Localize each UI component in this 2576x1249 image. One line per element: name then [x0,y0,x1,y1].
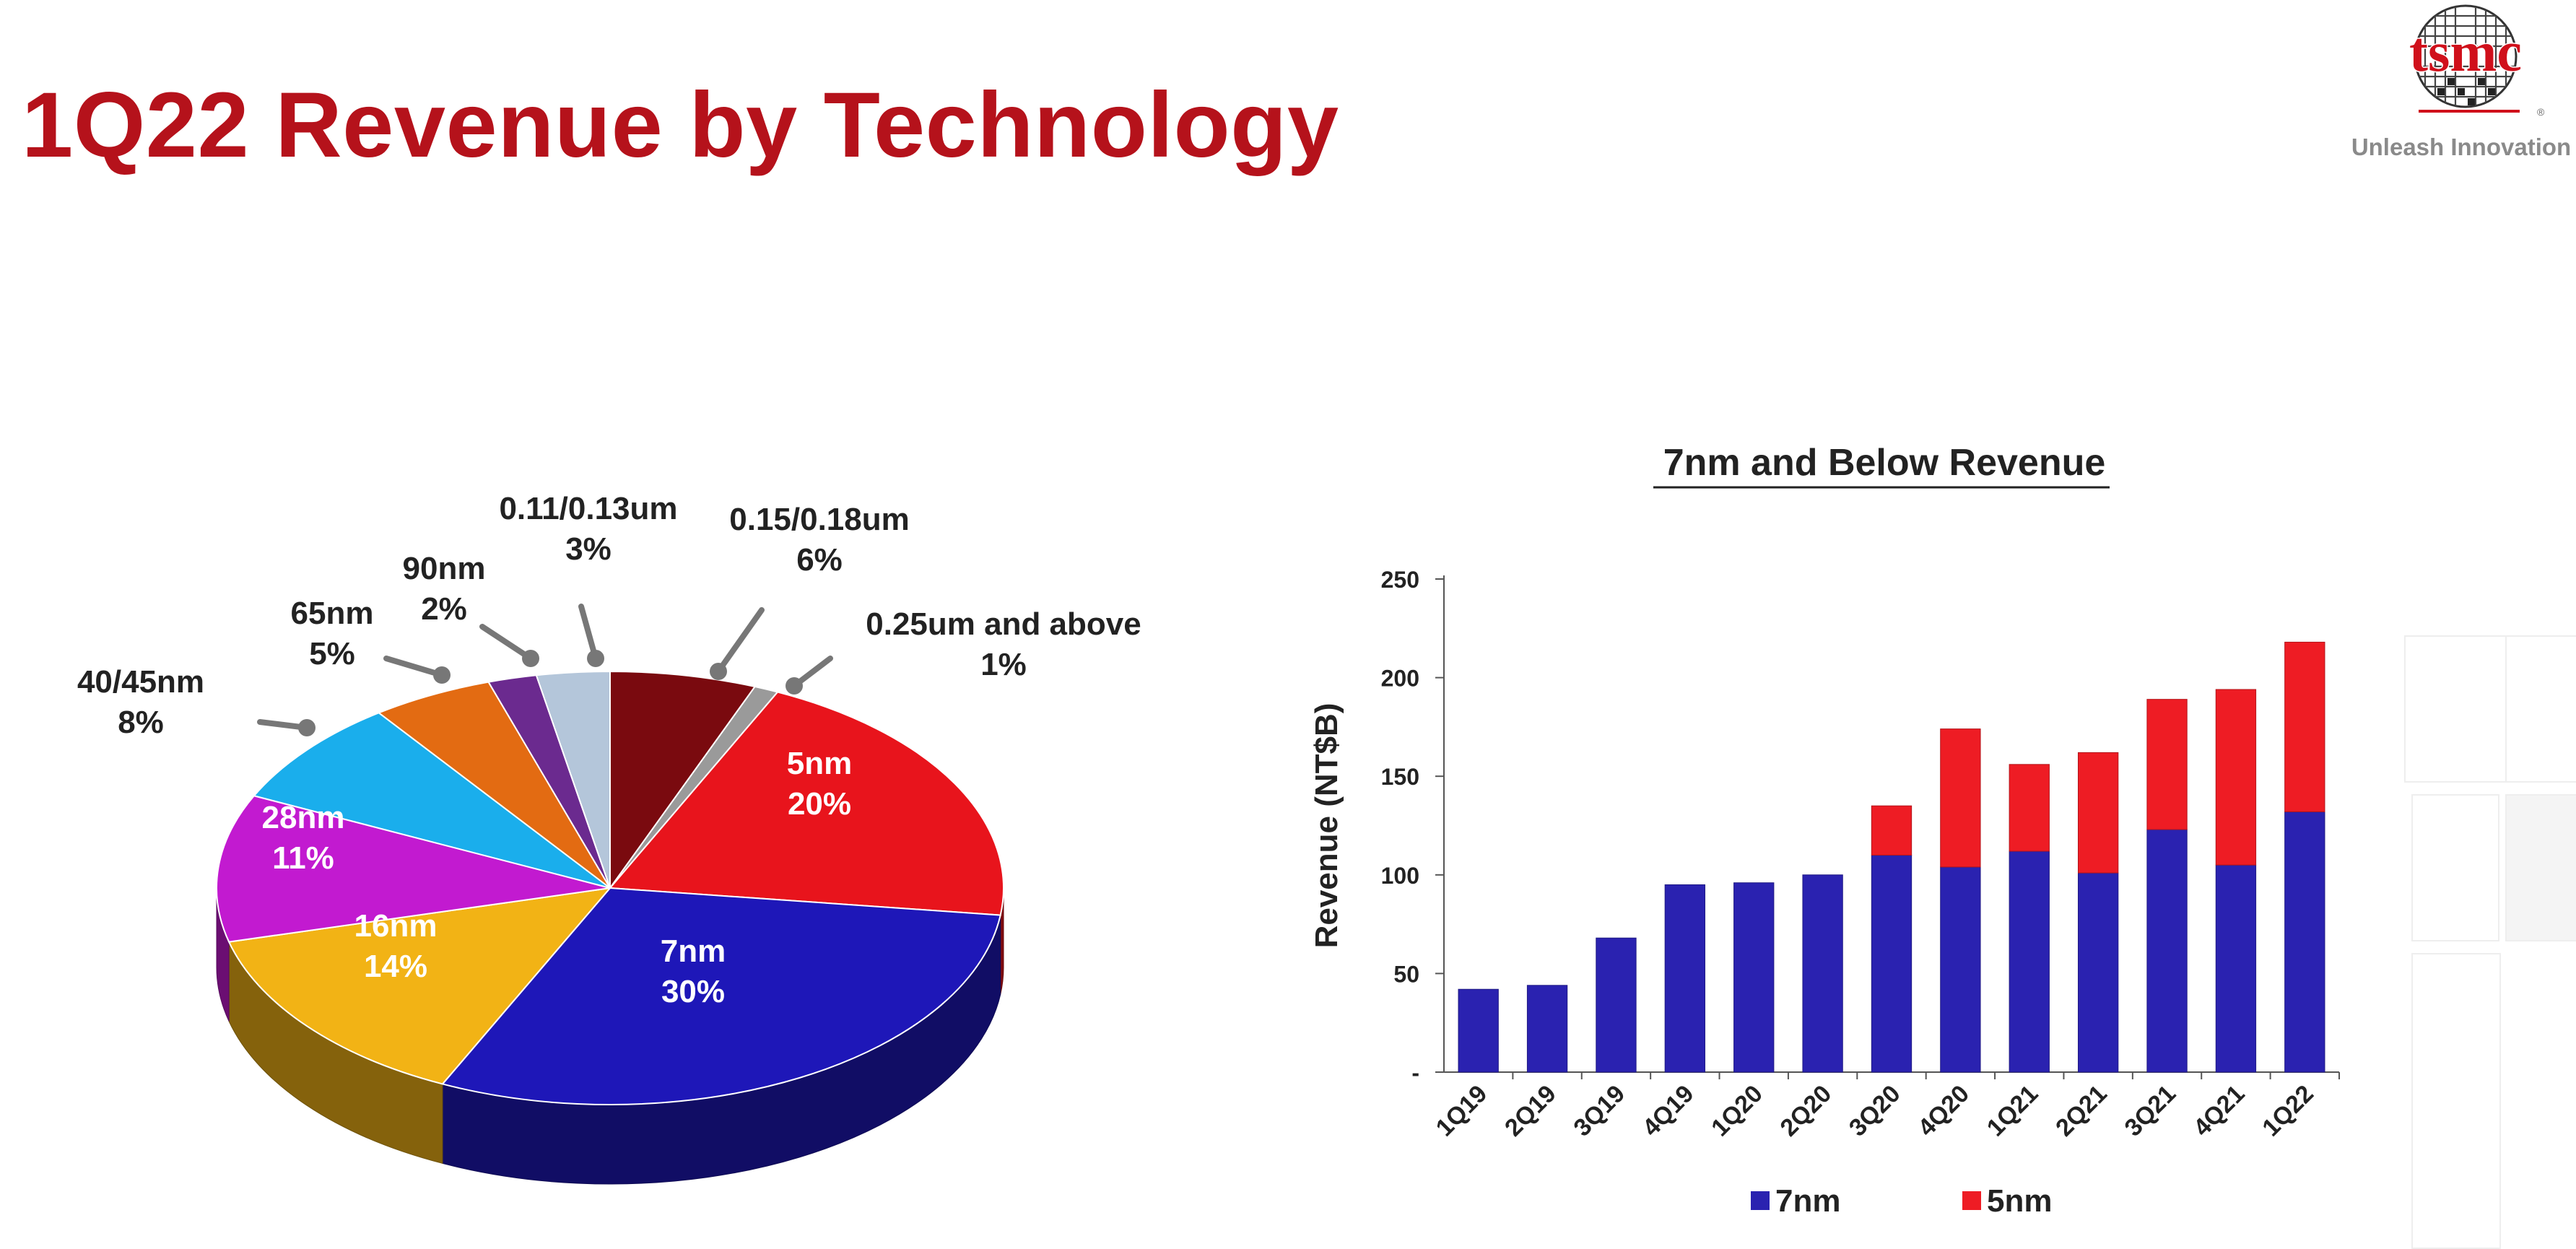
pie-leader-dot [298,719,316,736]
x-tick-label: 3Q20 [1844,1080,1906,1142]
pie-slice-label: 7nm [661,934,726,969]
pie-slice-value: 20% [788,786,851,822]
tsmc-logo-text: tsmc [2409,20,2522,83]
bar-segment-5nm [1871,805,1913,856]
background-tile [2404,635,2515,783]
background-tile [2505,794,2576,941]
pie-slice-value: 3% [565,531,612,567]
pie-slice-label: 0.15/0.18um [729,502,910,537]
pie-slice [216,795,611,943]
pie-labels: 5nm 20% 7nm 30% 16nm 14% 28nm 11% 40/45nm 8% 65nm 5… [77,491,1141,1009]
y-tick-label: 150 [1381,764,1419,790]
bar-segment-7nm [2077,872,2119,1073]
bar-segment-7nm [1802,874,1843,1073]
pie-slice-label: 0.25um and above [866,606,1141,642]
y-tick-label: 200 [1381,666,1419,692]
x-tick-label: 1Q21 [1982,1080,2044,1142]
pie-leader-dot [433,666,451,684]
background-tile [2411,794,2499,941]
legend-swatch-7nm [1751,1191,1770,1210]
bar-segment-7nm [1940,866,1981,1073]
y-tick-label: 50 [1393,961,1419,987]
y-axis-label: Revenue (NT$B) [1309,703,1344,949]
bar-segment-7nm [1526,985,1568,1073]
bar-segment-5nm [2284,641,2325,812]
pie-leader-dot [710,663,727,680]
x-tick-label: 1Q22 [2257,1080,2319,1142]
pie-slice [608,691,1004,916]
bar-segment-7nm [1733,882,1775,1073]
pie-slice-value: 5% [309,636,355,671]
tsmc-logo: tsmc ® Unleash Innovation [2346,0,2576,173]
pie-slice-value: 6% [796,542,843,578]
pie-slice [609,670,757,891]
bar-segment-5nm [2146,699,2188,830]
y-tick-label: - [1411,1060,1419,1086]
pie-slice [535,670,611,889]
bar-segment-5nm [2215,689,2257,866]
pie-slice-value: 11% [272,840,334,876]
x-tick-label: 2Q19 [1500,1080,1562,1142]
bar-segment-7nm [1871,854,1913,1073]
pie-slice-value: 30% [661,974,725,1009]
bar-segment-7nm [1458,988,1499,1073]
x-tick-label: 4Q19 [1637,1080,1700,1142]
pie-slice [377,681,611,889]
pie-leader-line [479,624,534,661]
pie-slice-label: 5nm [787,746,852,781]
x-tick-label: 1Q20 [1706,1080,1768,1142]
pie-slice-value: 14% [364,949,427,984]
pie-leader-line [578,604,599,661]
bar-segment-5nm [2009,764,2050,852]
pie-slice [253,712,611,889]
bar-segment-7nm [2009,850,2050,1073]
background-tile [2411,953,2501,1249]
pie-slice-value: 8% [118,705,164,740]
bar-segment-5nm [2077,752,2119,874]
pie-slice-label: 65nm [291,596,374,631]
pie-leader-dot [587,650,604,667]
pie-slice-value: 1% [980,647,1027,682]
pie-slice-label: 0.11/0.13um [499,491,677,526]
pie-leader-line [715,607,765,674]
legend-swatch-5nm [1962,1191,1981,1210]
x-tick-label: 2Q20 [1775,1080,1837,1142]
pie-leader-dot [786,677,803,695]
bar-segment-7nm [1664,884,1706,1073]
pie-slice-label: 40/45nm [77,664,204,700]
pie-slice-label: 28nm [262,800,345,835]
bar-segment-7nm [2284,811,2325,1073]
pie-slice [441,887,1001,1105]
x-tick-label: 4Q20 [1913,1080,1975,1142]
x-tick-label: 2Q21 [2050,1080,2112,1142]
bar-segment-7nm [1596,937,1637,1073]
y-tick-label: 100 [1381,863,1419,889]
x-tick-label: 1Q19 [1431,1080,1493,1142]
bar-chart: 7nm and Below Revenue Revenue (NT$B) - 50 10… [1309,442,2340,1219]
svg-text:®: ® [2537,106,2545,118]
pie-leader-line [383,656,445,678]
x-tick-label: 3Q21 [2120,1080,2182,1142]
bar-segment-7nm [2146,829,2188,1073]
pie-slice [227,887,612,1085]
pie-slice-label: 16nm [354,908,438,944]
x-tick-label: 4Q21 [2188,1080,2250,1142]
pie-slice-value: 2% [421,591,467,627]
pie-top [216,670,1004,1105]
pie-chart: 5nm 20% 7nm 30% 16nm 14% 28nm 11% 40/45nm 8% 65nm 5… [77,491,1141,1185]
pie-leader-dot [522,650,539,667]
bar-segment-5nm [1940,728,1981,868]
legend-label-5nm: 5nm [1987,1183,2052,1219]
tsmc-logo-emblem: tsmc ® [2409,4,2545,118]
pie-slice-label: 90nm [403,551,486,586]
page-title: 1Q22 Revenue by Technology [22,74,1339,177]
legend-label-7nm: 7nm [1775,1183,1840,1219]
logo-tagline: Unleash Innovation [2351,134,2572,160]
bar-chart-title: 7nm and Below Revenue [1663,442,2106,484]
background-tile [2505,635,2576,783]
x-tick-label: 3Q19 [1568,1080,1630,1142]
bar-segment-7nm [2215,864,2257,1073]
y-tick-label: 250 [1381,567,1419,593]
